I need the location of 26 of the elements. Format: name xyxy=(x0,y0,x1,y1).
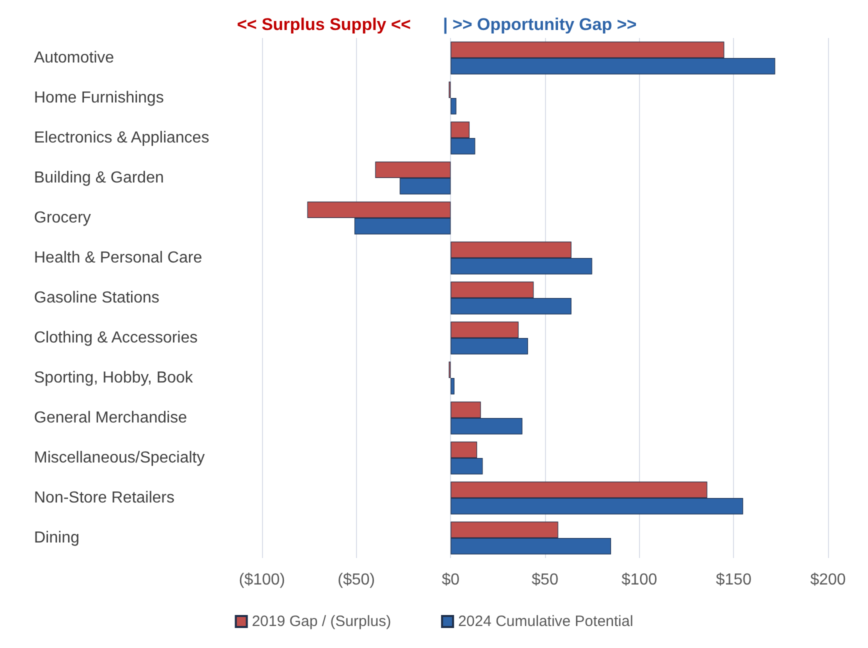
y-tick-label: Building & Garden xyxy=(34,170,164,186)
x-tick-label: $50 xyxy=(532,572,558,588)
x-tick-label: ($100) xyxy=(238,572,286,588)
x-tick-label: $150 xyxy=(716,572,752,588)
x-tick-label: $0 xyxy=(442,572,460,588)
bar xyxy=(450,98,456,114)
text: << Surplus Supply << xyxy=(237,15,411,34)
x-tick-label: ($50) xyxy=(338,572,376,588)
y-tick-label: Sporting, Hobby, Book xyxy=(34,370,194,386)
legend-label: 2019 Gap / (Surplus) xyxy=(252,613,392,630)
y-tick-label: Clothing & Accessories xyxy=(34,330,198,346)
y-tick-label: Health & Personal Care xyxy=(34,250,202,266)
y-tick-label: Electronics & Appliances xyxy=(34,130,210,146)
x-tick-label: $100 xyxy=(622,572,658,588)
x-tick-label: $200 xyxy=(810,572,846,588)
y-tick-label: Automotive xyxy=(34,50,114,66)
y-tick-label: Grocery xyxy=(34,210,91,226)
y-tick-label: Dining xyxy=(34,530,80,546)
y-tick-label: Home Furnishings xyxy=(34,90,164,106)
y-tick-label: Non-Store Retailers xyxy=(34,490,174,506)
y-tick-label: Miscellaneous/Specialty xyxy=(34,450,205,466)
legend-label: 2024 Cumulative Potential xyxy=(458,613,634,630)
y-tick-label: Gasoline Stations xyxy=(34,290,160,306)
y-tick-label: General Merchandise xyxy=(34,410,188,426)
text: | >> Opportunity Gap >> xyxy=(443,15,637,34)
bar xyxy=(450,378,454,394)
